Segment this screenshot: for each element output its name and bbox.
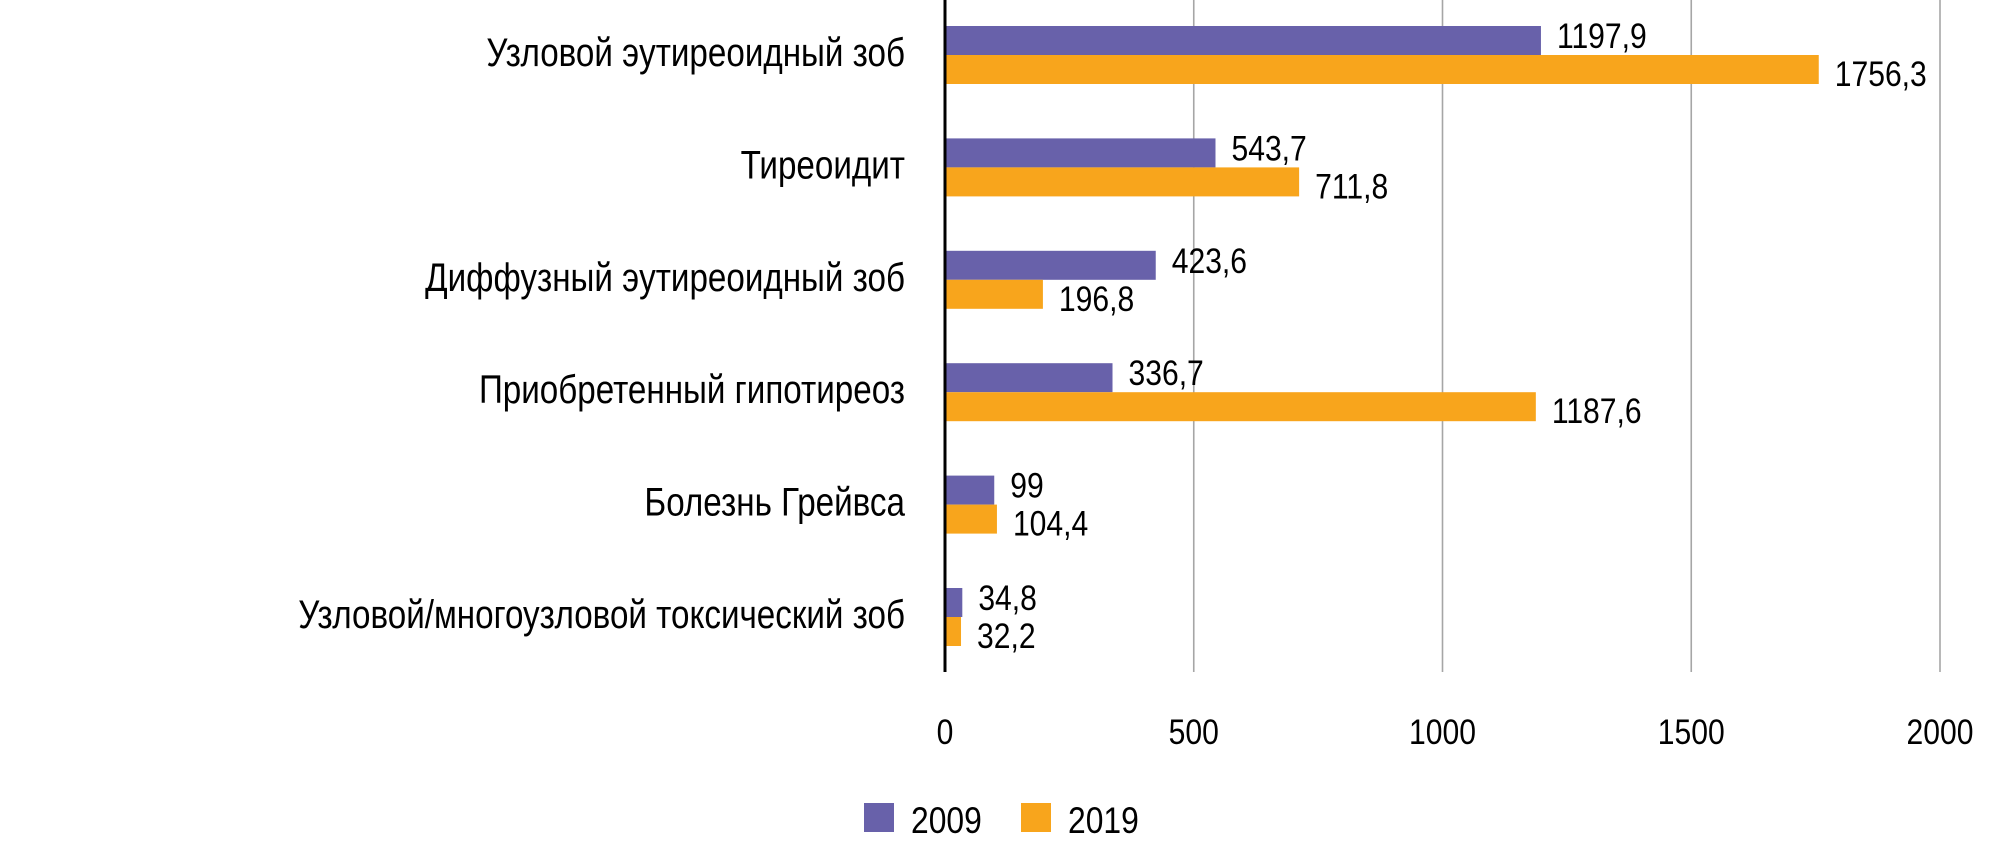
- data-label-2009: 99: [1010, 465, 1043, 505]
- gridlines: [1192, 0, 1941, 672]
- bar-2019-5: [945, 617, 962, 646]
- legend-swatch-2009: [864, 803, 894, 832]
- data-label-2009: 1197,9: [1557, 16, 1647, 56]
- data-label-2019: 1187,6: [1552, 391, 1642, 431]
- category-label: Болезнь Грейвса: [644, 480, 905, 525]
- data-label-2019: 1756,3: [1835, 54, 1927, 94]
- data-label-2019: 711,8: [1315, 166, 1388, 206]
- data-label-2009: 34,8: [978, 578, 1037, 618]
- category-label: Узловой эутиреоидный зоб: [486, 30, 905, 75]
- x-tick-label: 1500: [1658, 712, 1725, 752]
- bar-2009-3: [945, 363, 1113, 393]
- category-label: Диффузный эутиреоидный зоб: [425, 255, 905, 300]
- bar-2009-2: [945, 250, 1156, 280]
- data-label-2009: 423,6: [1172, 241, 1247, 281]
- bar-2019-2: [945, 279, 1043, 309]
- x-tick-label: 1000: [1409, 712, 1476, 752]
- legend-label-2019: 2019: [1068, 801, 1139, 842]
- bar-2009-0: [945, 26, 1541, 55]
- bar-2009-1: [945, 138, 1216, 168]
- data-label-2009: 336,7: [1129, 353, 1204, 393]
- x-tick-label: 500: [1169, 712, 1219, 752]
- data-label-2019: 104,4: [1013, 503, 1088, 543]
- category-label: Приобретенный гипотиреоз: [479, 367, 905, 412]
- category-label: Узловой/многоузловой токсический зоб: [298, 592, 905, 637]
- legend: 2009 2019: [864, 801, 1139, 842]
- bar-2009-5: [945, 588, 963, 617]
- legend-swatch-2019: [1021, 803, 1051, 832]
- bar-2019-3: [945, 392, 1536, 422]
- x-tick-label: 2000: [1907, 712, 1974, 752]
- bars: [945, 26, 1819, 646]
- x-axis-tick-labels: 0 500 1000 1500 2000: [937, 712, 1974, 752]
- data-label-2019: 32,2: [977, 616, 1036, 656]
- bar-2019-1: [945, 167, 1300, 197]
- category-label: Тиреоидит: [741, 142, 906, 187]
- category-labels: Узловой эутиреоидный зоб Тиреоидит Диффузн…: [298, 30, 905, 637]
- legend-label-2009: 2009: [911, 801, 982, 842]
- x-tick-label: 0: [937, 712, 954, 752]
- data-label-2019: 196,8: [1059, 279, 1134, 319]
- bar-2019-0: [945, 55, 1819, 84]
- data-label-2009: 543,7: [1231, 128, 1306, 168]
- bar-2019-4: [945, 504, 997, 534]
- bar-2009-4: [945, 475, 995, 505]
